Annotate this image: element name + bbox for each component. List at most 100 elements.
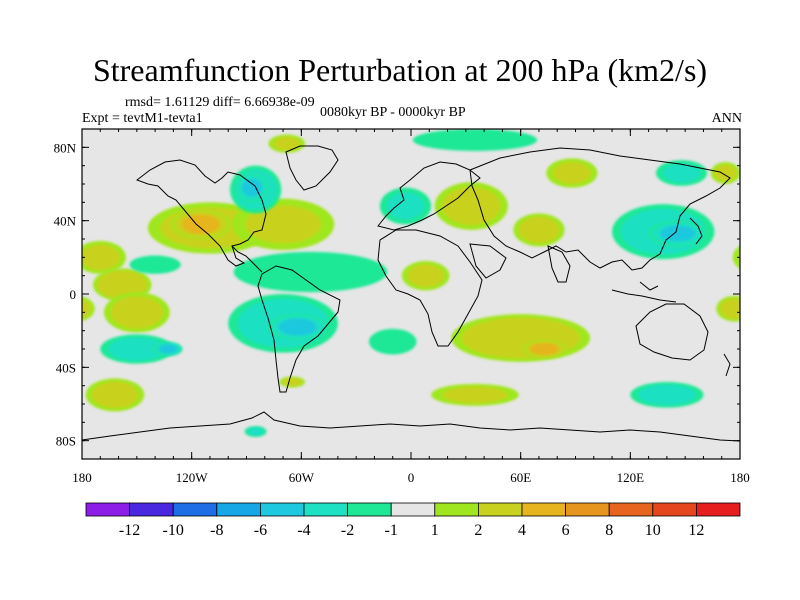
colorbar-label: -4: [297, 522, 310, 539]
anomaly-contour: [107, 337, 166, 361]
coastline-new-zealand: [723, 353, 731, 377]
colorbar-swatch: [259, 502, 305, 517]
anomaly-blob: [368, 328, 417, 355]
colorbar-label: -2: [341, 522, 354, 539]
x-tick-label: 180: [730, 470, 750, 485]
anomaly-blob: [710, 162, 740, 184]
coastline-south-america: [257, 265, 341, 393]
colorbar-swatch: [696, 502, 741, 517]
colorbar-swatch: [608, 502, 654, 517]
anomaly-blob: [233, 251, 388, 293]
colorbar-label: -10: [163, 522, 184, 539]
anomaly-contour: [720, 298, 740, 319]
colorbar-swatch: [565, 502, 610, 517]
anomaly-contour: [412, 129, 538, 151]
anomaly-blob: [546, 158, 598, 188]
anomaly-blob: [279, 376, 305, 388]
anomaly-blob: [451, 314, 591, 362]
y-tick-label: 80S: [56, 434, 76, 449]
anomaly-contour: [247, 427, 264, 436]
anomaly-blob: [522, 339, 567, 359]
coastline-antarctica: [82, 411, 740, 442]
colorbar-swatch: [390, 502, 436, 517]
colorbar-swatch: [216, 502, 261, 517]
colorbar-label: -12: [119, 522, 140, 539]
x-tick-label: 120E: [617, 470, 645, 485]
coastline-north-america: [135, 159, 267, 267]
anomaly-contour: [442, 386, 508, 403]
anomaly-blob: [103, 292, 170, 333]
coastline-greenland: [285, 145, 339, 191]
anomaly-blob: [268, 134, 305, 153]
anomaly-contour: [530, 343, 559, 355]
anomaly-contour: [91, 381, 139, 408]
anomaly-contour: [273, 136, 301, 151]
anomaly-blob: [129, 255, 181, 274]
anomaly-contour: [233, 251, 388, 293]
y-axis-ticks: 80N 40N 0 40S 80S: [54, 128, 740, 460]
anomaly-blob: [153, 341, 183, 357]
anomaly-contour: [110, 296, 163, 329]
y-tick-label: 80N: [54, 140, 77, 155]
colorbar-label: 4: [518, 522, 526, 539]
anomaly-contour-wrap: [82, 299, 92, 319]
coastline-arabia: [469, 243, 507, 279]
colorbar-label: 1: [431, 522, 439, 539]
anomaly-blob: [630, 382, 704, 408]
anomaly-contour: [714, 164, 737, 182]
colorbar-swatch: [85, 502, 130, 517]
anomaly-blob: [513, 213, 565, 247]
anomaly-contour: [97, 270, 148, 299]
anomaly-contour: [386, 192, 425, 220]
colorbar-label: 8: [605, 522, 613, 539]
anomaly-contour: [181, 214, 220, 234]
x-tick-label: 0: [408, 470, 415, 485]
coastline-central-america: [231, 245, 263, 273]
x-tick-label: 60W: [289, 470, 315, 485]
anomaly-blob: [268, 314, 327, 340]
x-tick-label: 180: [72, 470, 92, 485]
colorbar-swatch: [347, 502, 392, 517]
anomaly-blob: [82, 240, 740, 274]
coastline-japan: [689, 217, 703, 245]
colorbar-swatch: [172, 502, 218, 517]
colorbar-swatch: [434, 502, 479, 517]
colorbar-swatch: [652, 502, 697, 517]
colorbar-swatch: [477, 502, 523, 517]
colorbar-label: -8: [210, 522, 223, 539]
anomaly-blob: [379, 187, 432, 225]
anomaly-blob: [434, 182, 508, 230]
anomaly-contour: [662, 163, 701, 183]
colorbar-label: 12: [688, 522, 704, 539]
anomaly-contour: [282, 377, 302, 387]
anomaly-blob: [648, 220, 708, 247]
anomaly-blob: [235, 173, 269, 203]
x-tick-label: 60E: [510, 470, 531, 485]
anomaly-blob: [244, 426, 267, 437]
anomaly-blob: [171, 209, 231, 239]
y-tick-label: 40S: [56, 360, 76, 375]
colorbar-swatch: [521, 502, 566, 517]
anomaly-contour: [242, 178, 262, 197]
anomaly-contour: [442, 187, 501, 225]
anomaly-contour: [407, 264, 444, 287]
anomaly-contour-wrap: [732, 245, 740, 269]
coastline-india: [547, 245, 571, 283]
period-label: 0080kyr BP - 0000kyr BP: [320, 105, 466, 120]
colorbar-swatch: [129, 502, 174, 517]
anomaly-contour: [82, 244, 120, 270]
anomaly-contour: [660, 225, 696, 242]
coastline-africa: [377, 229, 483, 347]
anomaly-blob: [82, 295, 740, 322]
anomaly-blob: [431, 383, 519, 406]
anomaly-blob: [85, 378, 145, 412]
anomaly-contour: [637, 384, 696, 406]
coastlines: [82, 145, 740, 442]
colorbar-label: -1: [385, 522, 398, 539]
anomaly-contour: [552, 162, 591, 184]
colorbar-swatch: [303, 502, 348, 517]
rmsd-stats: rmsd= 1.61129 diff= 6.66938e-09: [125, 95, 315, 110]
colorbar-label: 2: [474, 522, 482, 539]
anomaly-contour-wrap: [738, 252, 740, 262]
